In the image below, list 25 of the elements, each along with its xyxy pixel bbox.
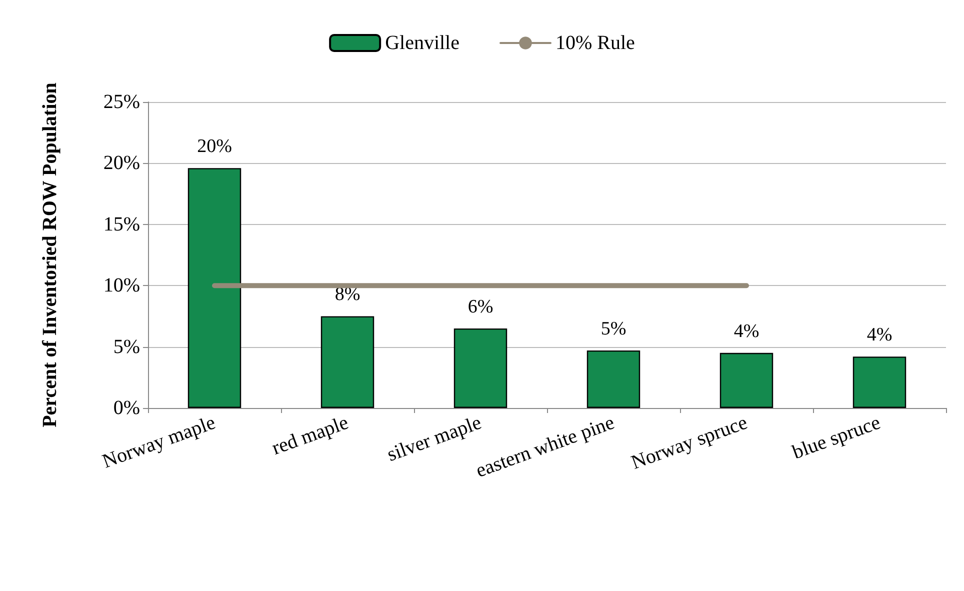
y-tick-label: 10% (103, 274, 140, 297)
bar (586, 350, 640, 408)
data-label: 20% (197, 136, 232, 158)
data-label: 6% (468, 296, 494, 318)
bar (454, 328, 508, 408)
data-label: 8% (334, 284, 360, 306)
y-tick-label: 25% (103, 91, 140, 113)
y-tick-label: 20% (103, 152, 140, 174)
x-tick-label: silver maple (384, 412, 484, 466)
bar (320, 316, 374, 408)
x-tick-label: red maple (269, 412, 352, 460)
bar (188, 168, 242, 408)
bar (720, 352, 774, 408)
legend-label: Glenville (385, 32, 460, 54)
x-tick-label: blue spruce (790, 412, 884, 464)
x-tick-label: Norway spruce (628, 412, 750, 474)
y-axis-title: Percent of Inventoried ROW Population (39, 82, 61, 428)
y-tick-label: 15% (103, 213, 140, 236)
data-label: 4% (866, 324, 892, 346)
y-tick-label: 0% (113, 397, 140, 419)
legend-label: 10% Rule (555, 32, 636, 54)
y-tick-label: 5% (113, 336, 140, 358)
data-label: 4% (734, 320, 760, 342)
data-label: 5% (600, 318, 626, 340)
bar (852, 356, 906, 408)
